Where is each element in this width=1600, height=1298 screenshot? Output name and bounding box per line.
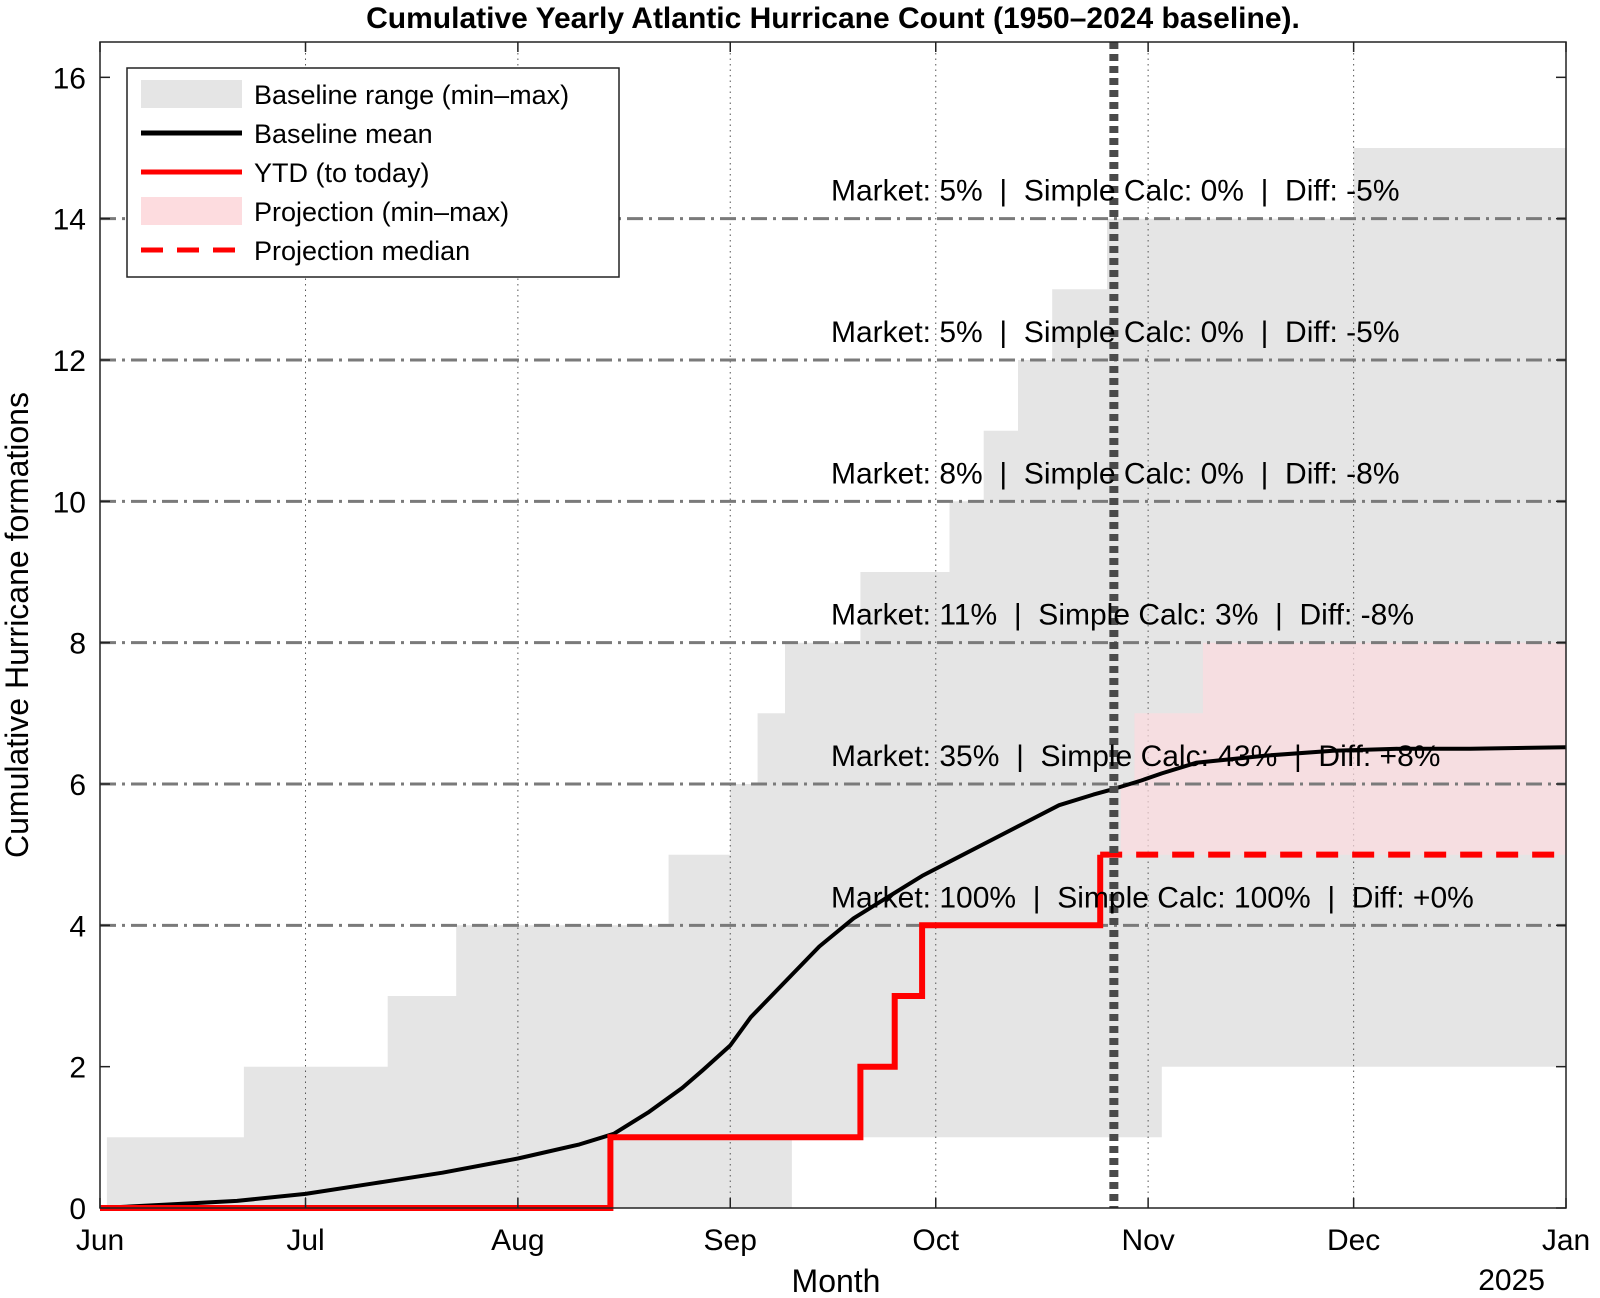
annotation-text: Market: 5% | Simple Calc: 0% | Diff: -5% (831, 316, 1400, 349)
annotation-text: Market: 8% | Simple Calc: 0% | Diff: -8% (831, 457, 1400, 490)
annotation-text: Market: 5% | Simple Calc: 0% | Diff: -5% (831, 175, 1400, 208)
y-tick-label: 10 (53, 486, 86, 519)
legend-label: Projection median (254, 236, 470, 266)
x-axis-label: Month (792, 1263, 881, 1298)
legend-swatch-fill (141, 197, 242, 225)
plot-area: Market: 5% | Simple Calc: 0% | Diff: -5%… (53, 41, 1590, 1257)
y-tick-label: 8 (69, 628, 86, 661)
y-axis-label: Cumulative Hurricane formations (0, 392, 35, 858)
y-tick-label: 4 (69, 910, 86, 943)
y-tick-label: 12 (53, 345, 86, 378)
x-tick-label: Oct (912, 1224, 959, 1257)
x-tick-label: Jan (1542, 1224, 1590, 1257)
y-tick-label: 16 (53, 62, 86, 95)
annotation-text: Market: 100% | Simple Calc: 100% | Diff:… (831, 881, 1474, 914)
x-tick-label: Dec (1327, 1224, 1380, 1257)
y-tick-label: 6 (69, 769, 86, 802)
legend-label: Baseline mean (254, 119, 433, 149)
annotation-text: Market: 11% | Simple Calc: 3% | Diff: -8… (831, 599, 1414, 632)
x-axis-year-label: 2025 (1478, 1264, 1545, 1297)
y-tick-label: 0 (69, 1193, 86, 1226)
x-tick-label: Jun (76, 1224, 124, 1257)
legend-label: YTD (to today) (254, 158, 430, 188)
annotation-text: Market: 35% | Simple Calc: 43% | Diff: +… (831, 740, 1440, 773)
x-tick-label: Nov (1121, 1224, 1174, 1257)
legend: Baseline range (min–max) Baseline mean YTD… (126, 67, 620, 278)
ytd-step-line (100, 854, 1104, 1211)
y-tick-label: 14 (53, 204, 86, 237)
axes-frame (99, 41, 1567, 1209)
y-tick-label: 2 (69, 1052, 86, 1085)
x-tick-label: Sep (704, 1224, 757, 1257)
legend-swatch-fill (141, 80, 242, 108)
legend-label: Projection (min–max) (254, 197, 509, 227)
chart-title: Cumulative Yearly Atlantic Hurricane Cou… (366, 2, 1300, 35)
legend-label: Baseline range (min–max) (254, 80, 569, 110)
baseline-range-fill (100, 148, 1566, 1208)
x-tick-label: Jul (286, 1224, 324, 1257)
baseline-mean-line (99, 745, 1567, 1210)
x-tick-label: Aug (491, 1224, 544, 1257)
